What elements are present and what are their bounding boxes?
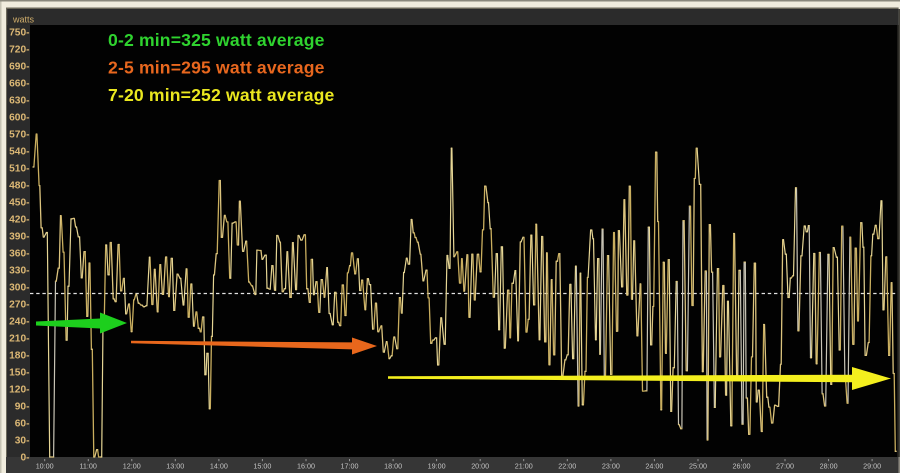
svg-text:120-: 120- <box>9 385 29 396</box>
svg-text:630-: 630- <box>9 96 29 107</box>
svg-text:17:00: 17:00 <box>341 462 359 471</box>
svg-text:21:00: 21:00 <box>515 462 533 471</box>
svg-text:210-: 210- <box>9 334 29 345</box>
svg-text:600-: 600- <box>9 113 29 124</box>
svg-text:20:00: 20:00 <box>471 462 489 471</box>
svg-text:750-: 750- <box>9 28 29 39</box>
svg-text:480-: 480- <box>9 181 29 192</box>
svg-text:690-: 690- <box>9 62 29 73</box>
svg-text:28:00: 28:00 <box>820 462 838 471</box>
svg-text:720-: 720- <box>9 45 29 56</box>
svg-text:12:00: 12:00 <box>123 462 141 471</box>
svg-text:390-: 390- <box>9 232 29 243</box>
svg-text:330-: 330- <box>9 266 29 277</box>
svg-text:510-: 510- <box>9 164 29 175</box>
svg-text:22:00: 22:00 <box>558 462 576 471</box>
svg-text:60-: 60- <box>15 419 30 430</box>
svg-text:180-: 180- <box>9 351 29 362</box>
svg-text:18:00: 18:00 <box>384 462 402 471</box>
svg-text:19:00: 19:00 <box>428 462 446 471</box>
svg-text:27:00: 27:00 <box>776 462 794 471</box>
svg-text:270-: 270- <box>9 300 29 311</box>
svg-text:570-: 570- <box>9 130 29 141</box>
svg-text:15:00: 15:00 <box>253 462 271 471</box>
svg-text:16:00: 16:00 <box>297 462 315 471</box>
svg-text:watts: watts <box>12 15 35 25</box>
svg-text:540-: 540- <box>9 147 29 158</box>
svg-text:11:00: 11:00 <box>79 462 96 471</box>
svg-text:30-: 30- <box>15 436 30 447</box>
svg-text:24:00: 24:00 <box>645 462 663 471</box>
svg-text:26:00: 26:00 <box>733 462 751 471</box>
svg-text:14:00: 14:00 <box>210 462 228 471</box>
svg-text:10:00: 10:00 <box>36 462 54 471</box>
svg-text:240-: 240- <box>9 317 29 328</box>
svg-text:300-: 300- <box>9 283 29 294</box>
svg-text:90-: 90- <box>15 402 30 413</box>
svg-text:450-: 450- <box>9 198 29 209</box>
svg-text:13:00: 13:00 <box>166 462 184 471</box>
svg-text:0-2 min=325 watt average: 0-2 min=325 watt average <box>108 30 325 50</box>
svg-text:29:00: 29:00 <box>863 462 881 471</box>
svg-text:150-: 150- <box>9 368 29 379</box>
svg-text:23:00: 23:00 <box>602 462 620 471</box>
svg-text:660-: 660- <box>9 79 29 90</box>
svg-text:0-: 0- <box>20 453 29 464</box>
svg-text:2-5 min=295 watt average: 2-5 min=295 watt average <box>108 58 325 78</box>
svg-text:25:00: 25:00 <box>689 462 707 471</box>
svg-text:420-: 420- <box>9 215 29 226</box>
svg-text:7-20 min=252 watt average: 7-20 min=252 watt average <box>108 85 335 105</box>
svg-text:360-: 360- <box>9 249 29 260</box>
